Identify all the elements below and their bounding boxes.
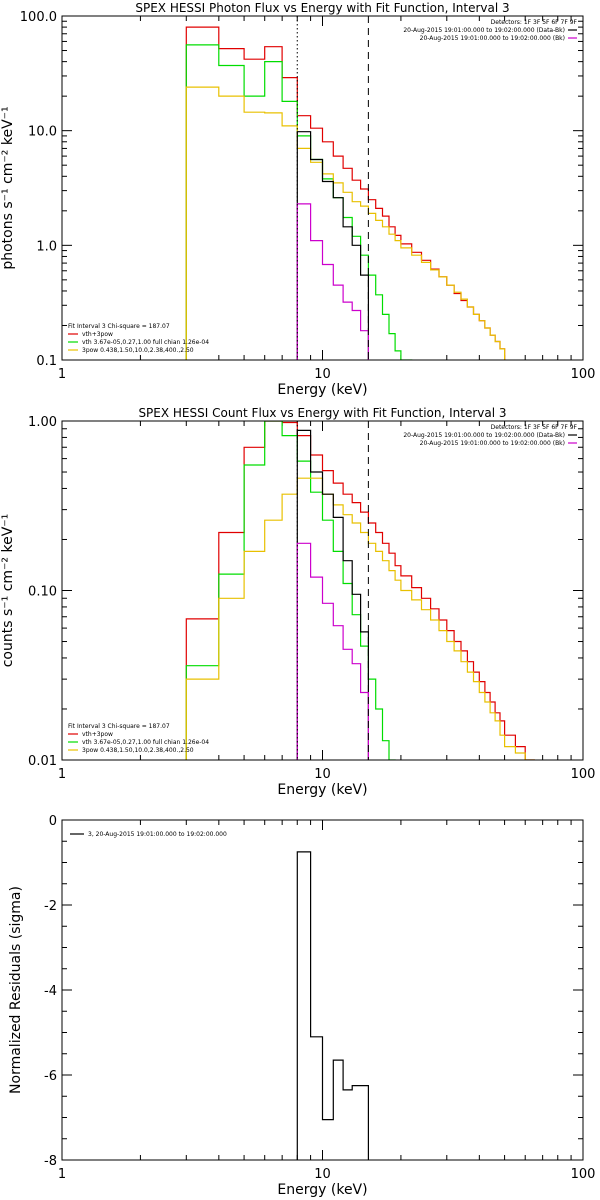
y-tick-label: -8 bbox=[44, 1154, 57, 1169]
chart-title: SPEX HESSI Count Flux vs Energy with Fit… bbox=[138, 406, 506, 420]
x-tick-label: 10 bbox=[314, 1167, 331, 1182]
plot-frame bbox=[61, 15, 584, 361]
x-tick-label: 100 bbox=[571, 1167, 596, 1182]
legend-entry: 3pow 0.438,1.50,10.0,2.38,400.,2.50 bbox=[82, 747, 194, 754]
y-tick-label: 10.0 bbox=[28, 125, 57, 140]
plot-frame bbox=[61, 420, 584, 761]
series-3pow bbox=[185, 86, 506, 360]
chart-panel-2: SPEX HESSI Count Flux vs Energy with Fit… bbox=[0, 406, 595, 798]
x-tick-label: 1 bbox=[58, 767, 66, 782]
x-tick-label: 10 bbox=[314, 767, 331, 782]
plot-frame bbox=[61, 819, 584, 1161]
y-tick-label: -4 bbox=[44, 984, 57, 999]
y-tick-label: 0 bbox=[49, 814, 57, 829]
header-interval-label: 20-Aug-2015 19:01:00.000 to 19:02:00.000… bbox=[420, 35, 565, 42]
series-vth bbox=[185, 421, 396, 760]
series-3pow bbox=[185, 477, 535, 760]
series-data-bk bbox=[296, 131, 369, 360]
series-bk bbox=[296, 542, 369, 760]
y-tick-label: 0.10 bbox=[28, 585, 57, 600]
y-tick-label: 0.1 bbox=[36, 354, 57, 369]
legend-title: Fit Interval 3 Chi-square = 187.07 bbox=[68, 323, 170, 330]
header-interval-label: 20-Aug-2015 19:01:00.000 to 19:02:00.000… bbox=[403, 432, 565, 439]
x-axis-label: Energy (keV) bbox=[277, 382, 367, 398]
header-interval-label: 20-Aug-2015 19:01:00.000 to 19:02:00.000… bbox=[420, 440, 565, 447]
x-tick-label: 1 bbox=[58, 1167, 66, 1182]
y-tick-label: 100.0 bbox=[20, 10, 57, 25]
y-axis-label: Normalized Residuals (sigma) bbox=[8, 886, 24, 1094]
y-axis-label: photons s⁻¹ cm⁻² keV⁻¹ bbox=[0, 106, 16, 269]
x-tick-label: 10 bbox=[314, 367, 331, 382]
y-tick-label: 1.00 bbox=[28, 415, 57, 430]
legend-title: Fit Interval 3 Chi-square = 187.07 bbox=[68, 723, 170, 730]
legend-entry: vth 3.67e-05,0.27,1.00 full chian 1.26e-… bbox=[82, 739, 209, 746]
x-axis-label: Energy (keV) bbox=[277, 782, 367, 798]
y-axis-label: counts s⁻¹ cm⁻² keV⁻¹ bbox=[0, 514, 16, 668]
x-tick-label: 100 bbox=[571, 767, 596, 782]
y-tick-label: 0.01 bbox=[28, 754, 57, 769]
chart-panel-3: 1 10 100 Energy (keV) 0 -2 -4 -6 -8 Normalized Re… bbox=[8, 814, 595, 1198]
series-bk bbox=[296, 203, 369, 360]
legend-entry: vth 3.67e-05,0.27,1.00 full chian 1.26e-… bbox=[82, 339, 209, 346]
legend-entry: 3pow 0.438,1.50,10.0,2.38,400.,2.50 bbox=[82, 347, 194, 354]
header-interval-label: 20-Aug-2015 19:01:00.000 to 19:02:00.000… bbox=[403, 27, 565, 34]
y-tick-label: -2 bbox=[44, 899, 57, 914]
legend-entry: vth+3pow bbox=[82, 731, 113, 738]
y-tick-label: -6 bbox=[44, 1069, 57, 1084]
detectors-label: Detectors: 1F 3F 5F 6F 7F 9F bbox=[491, 424, 578, 431]
detectors-label: Detectors: 1F 3F 5F 6F 7F 9F bbox=[491, 19, 578, 26]
x-axis-label: Energy (keV) bbox=[277, 1182, 367, 1198]
x-tick-label: 100 bbox=[571, 367, 596, 382]
series-vth bbox=[185, 44, 413, 360]
series-vth-3pow bbox=[185, 421, 535, 760]
y-tick-label: 1.0 bbox=[36, 239, 57, 254]
chart-title: SPEX HESSI Photon Flux vs Energy with Fi… bbox=[135, 1, 509, 15]
x-tick-label: 1 bbox=[58, 367, 66, 382]
legend-entry: 3, 20-Aug-2015 19:01:00.000 to 19:02:00.… bbox=[88, 831, 227, 838]
legend-entry: vth+3pow bbox=[82, 331, 113, 338]
series-data-bk bbox=[296, 429, 369, 760]
chart-panel-1: SPEX HESSI Photon Flux vs Energy with Fi… bbox=[0, 1, 595, 398]
series-residuals bbox=[296, 851, 369, 1160]
series-vth-3pow bbox=[185, 26, 506, 360]
